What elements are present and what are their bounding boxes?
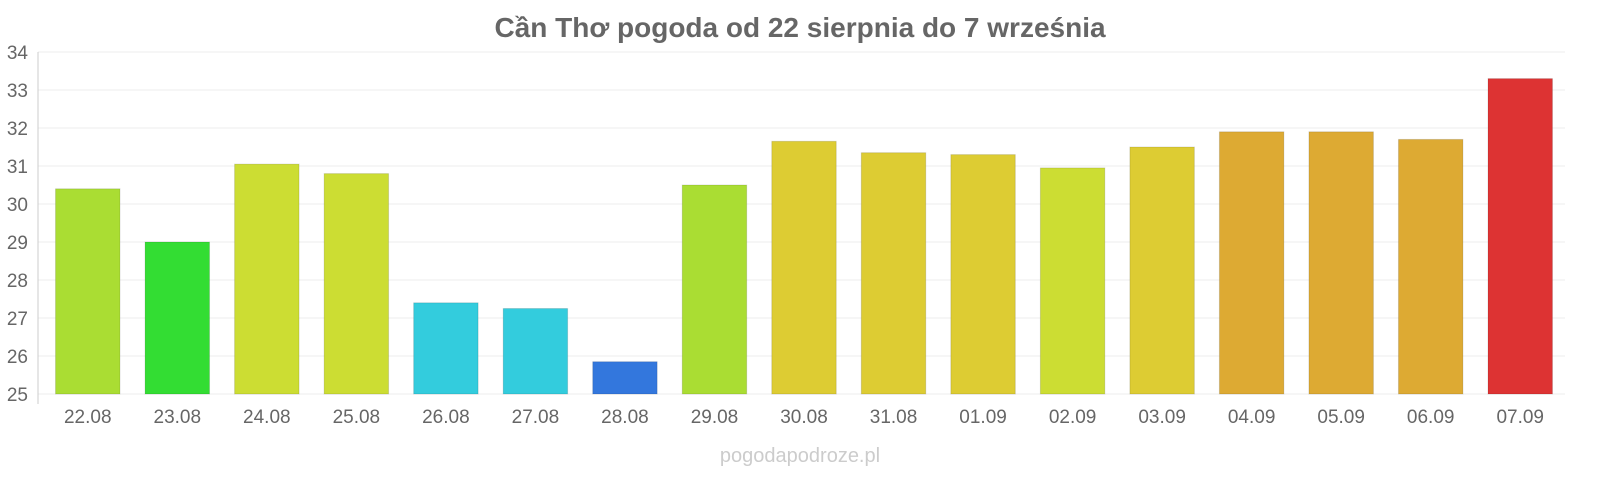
x-tick-label: 31.08: [870, 407, 918, 428]
bars: [55, 78, 1553, 395]
y-tick-label: 32: [7, 119, 28, 140]
x-tick-label: 28.08: [601, 407, 649, 428]
bar-06.09: [1397, 138, 1464, 395]
x-tick-label: 23.08: [154, 407, 202, 428]
bar-07.09: [1487, 78, 1553, 395]
y-tick-label: 31: [7, 157, 28, 178]
y-tick-label: 26: [7, 347, 28, 368]
watermark: pogodapodroze.pl: [720, 445, 880, 467]
y-tick-label: 30: [7, 195, 28, 216]
bar-30.08: [771, 140, 837, 395]
y-tick-label: 29: [7, 233, 28, 254]
x-tick-label: 02.09: [1049, 407, 1097, 428]
bar-04.09: [1218, 131, 1285, 395]
bar-23.08: [144, 241, 211, 395]
bar-31.08: [860, 152, 927, 395]
bar-29.08: [681, 184, 748, 395]
y-tick-label: 28: [7, 271, 28, 292]
x-tick-label: 29.08: [691, 407, 739, 428]
x-tick-label: 04.09: [1228, 407, 1276, 428]
y-axis-ticks: 25 26 27 28 29 30 31 32 33 34: [7, 43, 29, 406]
chart-title: Cần Thơ pogoda od 22 sierpnia do 7 wrześ…: [494, 12, 1106, 43]
bar-24.08: [234, 163, 300, 395]
bar-27.08: [502, 308, 569, 395]
y-tick-label: 25: [7, 385, 28, 406]
bar-05.09: [1308, 131, 1374, 395]
x-tick-label: 06.09: [1407, 407, 1455, 428]
x-tick-label: 05.09: [1317, 407, 1365, 428]
bar-26.08: [413, 302, 479, 395]
x-tick-label: 22.08: [64, 407, 112, 428]
x-tick-label: 25.08: [333, 407, 381, 428]
bar-01.09: [950, 154, 1016, 395]
x-tick-label: 01.09: [959, 407, 1007, 428]
x-tick-label: 27.08: [512, 407, 560, 428]
bar-02.09: [1039, 167, 1106, 395]
x-axis-ticks: 22.08 23.08 24.08 25.08 26.08 27.08 28.08 29.08…: [64, 407, 1544, 428]
x-tick-label: 07.09: [1496, 407, 1544, 428]
x-tick-label: 26.08: [422, 407, 470, 428]
x-tick-label: 24.08: [243, 407, 291, 428]
bar-03.09: [1129, 146, 1195, 395]
bar-25.08: [323, 173, 390, 395]
y-tick-label: 33: [7, 81, 28, 102]
x-tick-label: 30.08: [780, 407, 828, 428]
y-tick-label: 27: [7, 309, 28, 330]
x-tick-label: 03.09: [1138, 407, 1186, 428]
bar-22.08: [55, 188, 121, 395]
y-tick-label: 34: [7, 43, 29, 64]
bar-28.08: [592, 361, 658, 395]
